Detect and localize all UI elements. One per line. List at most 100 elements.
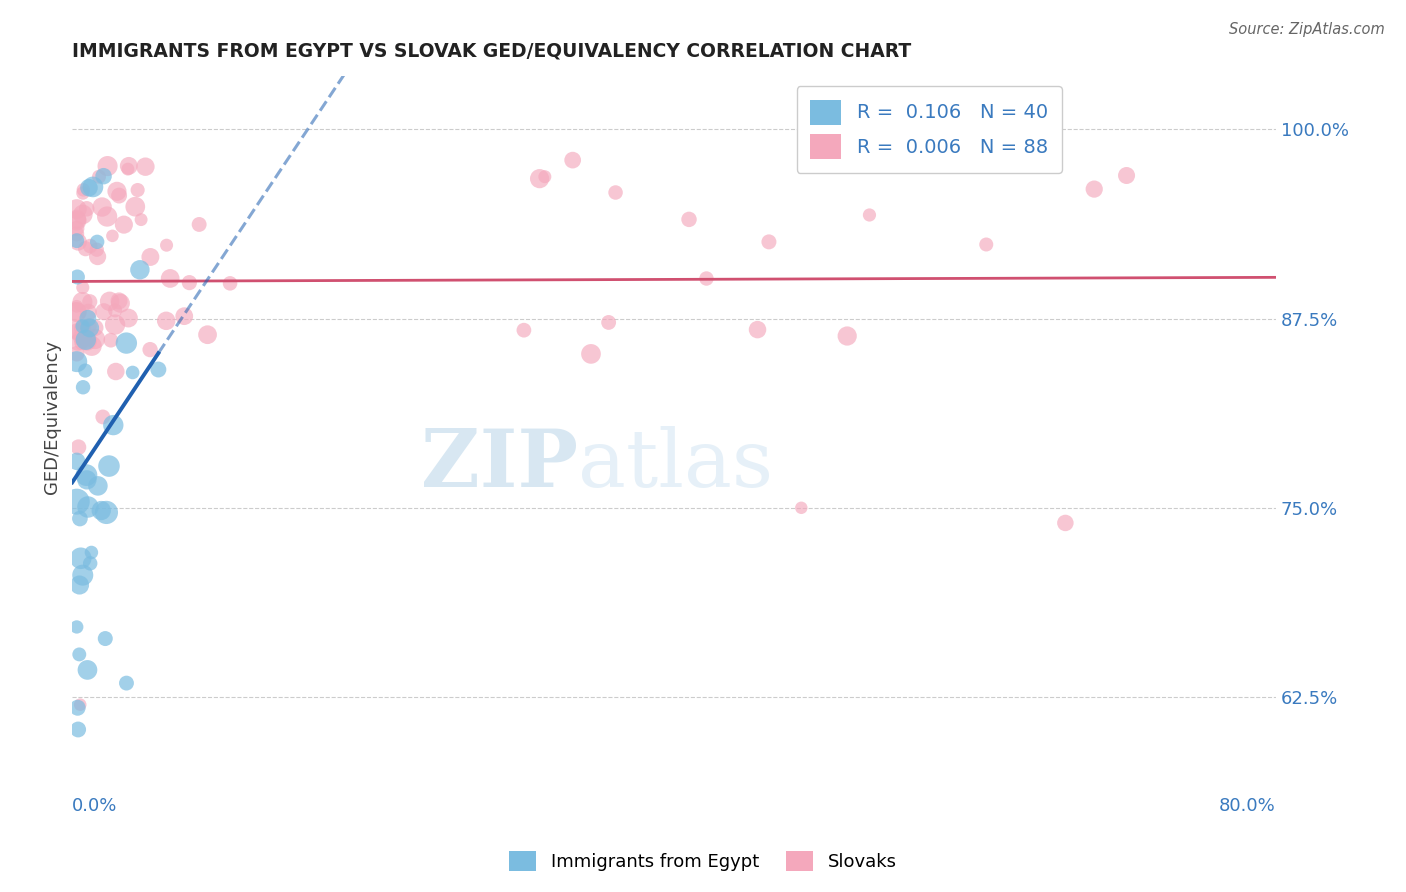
Point [974,237,997,252]
Point [115,336,138,351]
Point [69,511,91,525]
Point [72,186,94,200]
Point [93,169,115,184]
Point [67,235,90,249]
Point [72,321,94,335]
Point [69,698,91,712]
Point [91,200,114,214]
Point [72,295,94,310]
Text: 80.0%: 80.0% [1219,797,1277,814]
Point [66,325,89,339]
Point [790,500,813,515]
Point [108,293,131,308]
Point [529,171,551,186]
Point [605,186,627,200]
Point [77,305,100,319]
Point [219,277,242,291]
Point [79,321,101,335]
Point [179,276,201,290]
Text: atlas: atlas [578,425,773,504]
Point [75,333,97,347]
Point [79,239,101,253]
Point [747,323,769,337]
Point [695,271,717,285]
Text: ZIP: ZIP [420,425,578,504]
Point [67,723,90,737]
Point [79,294,101,309]
Point [67,648,90,662]
Point [96,210,118,224]
Point [127,183,149,197]
Point [561,153,583,168]
Point [139,250,162,264]
Point [79,557,101,571]
Point [76,311,98,326]
Point [598,315,620,329]
Point [1115,169,1137,183]
Point [76,663,98,677]
Y-axis label: GED/Equivalency: GED/Equivalency [44,340,60,494]
Text: Source: ZipAtlas.com: Source: ZipAtlas.com [1229,22,1385,37]
Point [86,235,108,249]
Point [66,354,89,368]
Point [87,479,110,493]
Point [101,228,124,243]
Point [98,459,121,474]
Point [66,221,89,235]
Point [73,319,96,334]
Point [66,299,89,313]
Point [513,323,536,337]
Point [129,262,152,277]
Point [69,578,91,592]
Point [117,162,139,177]
Point [72,380,94,394]
Point [837,329,859,343]
Point [66,227,89,241]
Point [104,318,127,332]
Point [72,568,94,582]
Point [115,676,138,690]
Point [72,207,94,221]
Point [94,632,117,646]
Point [86,243,108,257]
Point [66,322,89,336]
Point [82,180,104,194]
Point [579,347,602,361]
Point [84,332,107,346]
Point [155,238,177,252]
Legend: R =  0.106   N = 40, R =  0.006   N = 88: R = 0.106 N = 40, R = 0.006 N = 88 [797,86,1062,173]
Point [678,212,700,227]
Point [90,503,112,517]
Point [117,311,139,326]
Point [66,494,89,508]
Point [100,333,122,347]
Point [96,159,118,173]
Point [76,473,98,487]
Point [112,218,135,232]
Point [159,271,181,285]
Point [72,280,94,294]
Point [96,505,118,519]
Point [108,188,131,202]
Point [110,296,132,310]
Point [77,500,100,514]
Point [80,545,103,559]
Point [66,700,89,714]
Point [66,305,89,319]
Legend: Immigrants from Egypt, Slovaks: Immigrants from Egypt, Slovaks [502,844,904,879]
Point [188,218,211,232]
Point [104,303,127,318]
Point [66,620,89,634]
Point [75,242,97,256]
Point [75,363,97,377]
Point [72,183,94,197]
Point [72,319,94,334]
Point [67,440,90,454]
Point [858,208,880,222]
Point [76,202,98,216]
Text: IMMIGRANTS FROM EGYPT VS SLOVAK GED/EQUIVALENCY CORRELATION CHART: IMMIGRANTS FROM EGYPT VS SLOVAK GED/EQUI… [72,42,911,61]
Point [66,202,89,216]
Point [93,304,115,318]
Point [148,362,170,376]
Point [134,160,156,174]
